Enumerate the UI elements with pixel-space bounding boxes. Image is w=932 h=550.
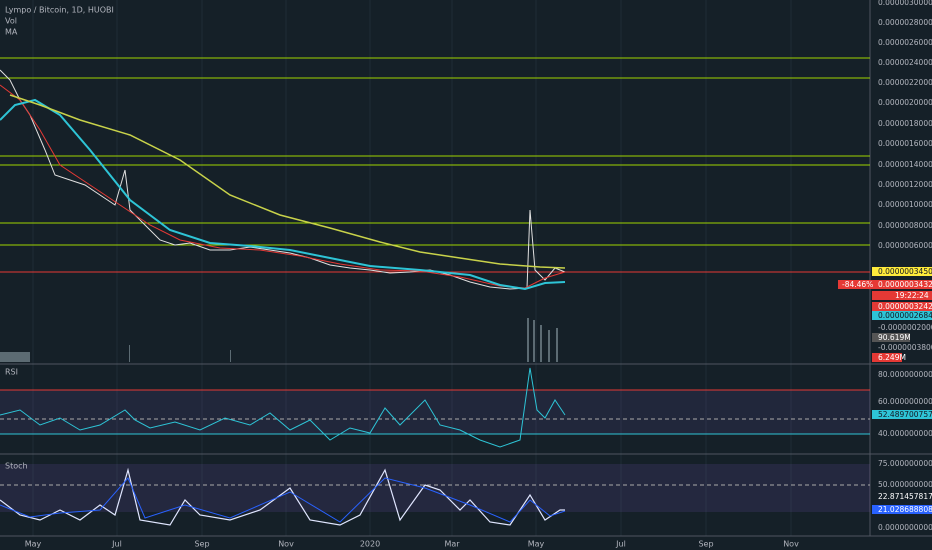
price-axis-label: 0.0000020000 — [878, 98, 932, 107]
time-axis-label: 2020 — [360, 540, 380, 549]
rsi-axis-label: 60.0000000000 — [878, 397, 932, 406]
tag-bg — [872, 505, 932, 514]
time-axis-label: Jul — [111, 540, 122, 549]
rsi-axis-label: 80.0000000000 — [878, 370, 932, 379]
price-axis-label: 0.0000018000 — [878, 119, 932, 128]
rsi-band — [0, 390, 870, 434]
stoch-axis-label: 0.0000000000 — [878, 523, 932, 532]
rsi-line — [0, 367, 566, 448]
time-axis-label: May — [528, 540, 545, 549]
price-axis-label: 0.0000024000 — [878, 58, 932, 67]
countdown-tag: 19:22:24 — [895, 291, 929, 300]
tag-bg — [872, 302, 932, 311]
tag-bg — [838, 280, 932, 289]
stoch-axis-label: 75.0000000000 — [878, 459, 932, 468]
stoch-axis-label: 50.0000000000 — [878, 480, 932, 489]
ma-tag: 0.0000002684 — [878, 311, 932, 320]
tag-bg — [872, 410, 932, 419]
close-tag: 0.0000003432 — [878, 280, 932, 289]
time-axis-label: Nov — [783, 540, 799, 549]
price-axis-label: 0.0000014000 — [878, 160, 932, 169]
tag-bg — [872, 291, 932, 300]
price-axis-label: 0.0000026000 — [878, 38, 932, 47]
price-axis-label: 0.0000016000 — [878, 139, 932, 148]
symbol-title: Lympo / Bitcoin, 1D, HUOBI — [5, 6, 114, 15]
price-axis-label: 0.0000010000 — [878, 200, 932, 209]
indicator: Vol — [5, 17, 17, 26]
time-axis-label: Sep — [194, 540, 209, 549]
grid — [32, 0, 792, 536]
volume-ma-tag: 6.249M — [878, 353, 906, 362]
indicator: MA — [5, 28, 18, 37]
pane-title: Stoch — [5, 462, 28, 471]
price-axis-label: 0.0000008000 — [878, 221, 932, 230]
price-axis-label: 0.0000006000 — [878, 241, 932, 250]
pane-title: RSI — [5, 368, 18, 377]
stoch-tag: 21.0286888080 — [878, 505, 932, 514]
rsi-axis-label: 40.0000000000 — [878, 429, 932, 438]
price-axis-label: -0.0000003800 — [878, 343, 932, 352]
last-price-tag: 0.0000003450 — [878, 267, 932, 276]
time-axis-label: May — [25, 540, 42, 549]
price-axis-label: 0.0000028000 — [878, 18, 932, 27]
price-axis-label: 0.0000022000 — [878, 78, 932, 87]
tag-bg — [872, 267, 932, 276]
ma-cyan — [0, 98, 566, 291]
time-axis-label: Jul — [615, 540, 626, 549]
price-axis-label: 0.0000012000 — [878, 180, 932, 189]
price-axis-label: -0.0000002000 — [878, 323, 932, 332]
rsi-tag: 52.4897007572 — [878, 410, 932, 419]
time-axis: May Jul Sep Nov 2020 Mar May Jul Sep Nov — [25, 540, 799, 549]
volume-tag: 90.619M — [878, 333, 911, 342]
price-axis-label: 0.0000030000 — [878, 0, 932, 7]
horizontal-lines — [0, 57, 870, 246]
stoch-d — [0, 477, 566, 523]
price — [0, 69, 566, 290]
tag-bg — [872, 353, 902, 362]
price-axis: 0.0000030000 0.0000028000 0.0000026000 0.00… — [878, 0, 932, 352]
tag-bg — [872, 333, 910, 342]
time-axis-label: Nov — [278, 540, 294, 549]
ma-tag: 0.0000003242 — [878, 302, 932, 311]
stoch-axis-label: 22.8714578175 — [878, 492, 932, 501]
time-axis-label: Sep — [698, 540, 713, 549]
time-axis-label: Mar — [444, 540, 460, 549]
ma-yellow — [9, 94, 566, 269]
volume-bars — [0, 318, 558, 362]
tag-bg — [872, 311, 932, 320]
stoch-k — [0, 467, 565, 526]
change-tag: -84.46% — [842, 280, 873, 289]
